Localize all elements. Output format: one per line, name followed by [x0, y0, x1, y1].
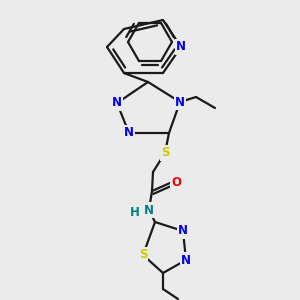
Text: N: N [144, 203, 154, 217]
Text: O: O [171, 176, 181, 188]
Text: S: S [139, 248, 147, 262]
Text: N: N [178, 224, 188, 238]
Text: N: N [181, 254, 191, 266]
Text: N: N [175, 95, 185, 109]
Text: N: N [112, 97, 122, 110]
Text: H: H [130, 206, 140, 218]
Text: N: N [176, 40, 186, 53]
Text: N: N [124, 127, 134, 140]
Text: S: S [161, 146, 169, 160]
